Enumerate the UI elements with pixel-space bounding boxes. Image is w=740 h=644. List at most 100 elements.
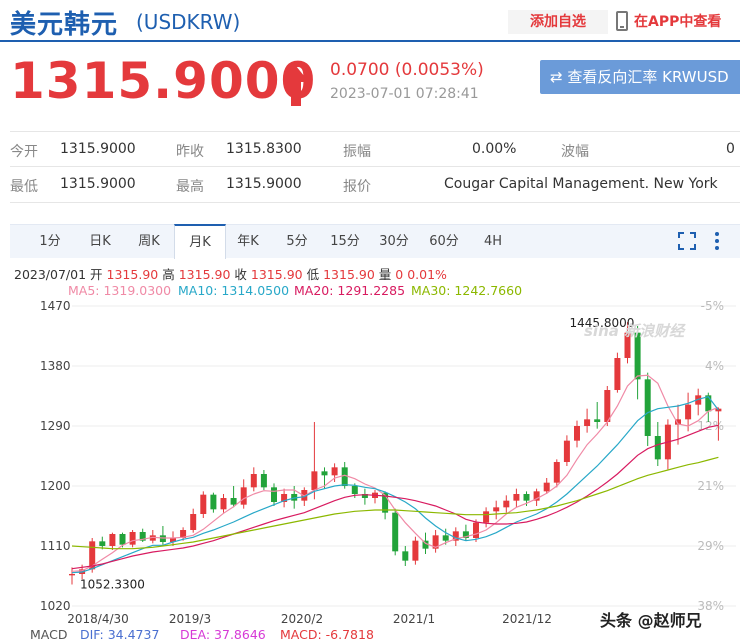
stat-label: 振幅 — [343, 144, 371, 160]
ohlc-open: 1315.90 — [106, 267, 159, 282]
candle-body — [109, 534, 116, 546]
candle-body — [594, 419, 601, 422]
x-tick-label: 2021/12 — [502, 612, 552, 626]
ma30-legend: MA30: 1242.7660 — [411, 283, 523, 298]
tab-15min[interactable]: 15分 — [330, 234, 360, 249]
pct-tick-label: 38% — [697, 599, 724, 613]
ohlc-date: 2023/07/01 — [14, 267, 87, 282]
y-tick-label: 1200 — [40, 479, 71, 493]
stats-row: 今开 1315.9000 昨收 1315.8300 振幅 0.00% 波幅 0 — [10, 132, 740, 167]
fullscreen-icon[interactable] — [678, 232, 696, 250]
ohlc-readout: 2023/07/01 开 1315.90 高 1315.90 收 1315.90… — [14, 264, 447, 283]
ohlc-pct: 0.01% — [407, 267, 447, 282]
candle-body — [321, 471, 328, 476]
ohlc-close-label: 收 — [234, 267, 247, 282]
candle-body — [705, 395, 712, 412]
stat-label: 报价 — [343, 179, 371, 195]
stat-value: Cougar Capital Management. New York — [444, 176, 718, 192]
candle-body — [675, 419, 681, 425]
stat-label: 最低 — [10, 179, 38, 195]
candle-body — [634, 332, 641, 380]
tab-yearly[interactable]: 年K — [237, 234, 259, 249]
quote-timestamp: 2023-07-01 07:28:41 — [330, 86, 479, 102]
candle-body — [119, 534, 126, 545]
quote-stats: 今开 1315.9000 昨收 1315.8300 振幅 0.00% 波幅 0 … — [10, 131, 740, 203]
candle-body — [230, 498, 237, 505]
ohlc-high-label: 高 — [162, 267, 175, 282]
reverse-rate-button[interactable]: ⇄ 查看反向汇率 KRWUSD — [540, 60, 740, 94]
candle-body — [695, 395, 702, 405]
stats-row: 最低 1315.9000 最高 1315.9000 报价 Cougar Capi… — [10, 167, 740, 202]
candle-body — [442, 535, 449, 541]
candle-body — [382, 492, 389, 513]
candle-body — [574, 426, 580, 441]
candle-body — [493, 507, 500, 512]
candle-body — [351, 486, 358, 494]
tab-4h[interactable]: 4H — [483, 234, 503, 249]
ohlc-open-label: 开 — [90, 267, 103, 282]
stat-label: 昨收 — [176, 144, 204, 160]
pct-tick-label: 29% — [697, 539, 724, 553]
tab-5min[interactable]: 5分 — [286, 234, 308, 249]
candle-body — [432, 535, 439, 549]
candle-body — [89, 541, 96, 570]
candle-body — [412, 540, 419, 561]
y-tick-label: 1380 — [40, 359, 71, 373]
tab-1min[interactable]: 1分 — [39, 234, 61, 249]
candle-body — [513, 494, 520, 501]
ohlc-volume: 0 — [395, 267, 404, 282]
ohlc-volume-label: 量 — [378, 267, 392, 282]
stat-value: 0 — [726, 141, 735, 157]
ma5-legend: MA5: 1319.0300 — [68, 283, 172, 298]
y-tick-label: 1110 — [40, 539, 71, 553]
x-tick-label: 2020/2 — [281, 612, 323, 626]
candle-body — [392, 512, 399, 552]
candle-body — [69, 574, 75, 576]
candle-body — [462, 531, 469, 538]
tab-daily[interactable]: 日K — [89, 234, 111, 249]
tab-60min[interactable]: 60分 — [429, 234, 459, 249]
ohlc-close: 1315.90 — [250, 267, 303, 282]
ma10-legend: MA10: 1314.0500 — [178, 283, 290, 298]
pct-tick-label: 21% — [697, 479, 724, 493]
candle-body — [685, 404, 692, 420]
ma30-line — [71, 456, 719, 550]
candle-body — [563, 440, 570, 462]
stat-value: 1315.8300 — [226, 141, 302, 157]
open-in-app-link[interactable]: 在APP中查看 — [616, 8, 721, 34]
candle-body — [523, 494, 530, 501]
candle-body — [624, 332, 631, 358]
more-icon[interactable] — [714, 230, 720, 252]
candle-body — [240, 487, 247, 505]
candle-body — [473, 522, 479, 538]
macd-dif: DIF: 34.4737 — [80, 627, 160, 642]
candle-body — [341, 467, 348, 486]
ohlc-low: 1315.90 — [323, 267, 375, 282]
candle-body — [291, 494, 298, 501]
tab-monthly[interactable]: 月K — [174, 224, 226, 259]
phone-icon — [616, 11, 628, 31]
tab-30min[interactable]: 30分 — [379, 234, 409, 249]
tab-weekly[interactable]: 周K — [138, 234, 160, 249]
candlestick-chart[interactable]: 1020 38% 1110 29% 1200 21% 1290 12% 1380 4% 1470 -5… — [0, 296, 740, 626]
min-annotation: 1052.3300 — [80, 577, 145, 591]
max-annotation: 1445.8000 — [570, 316, 635, 330]
candle-body — [402, 551, 409, 561]
candle-body — [170, 538, 176, 542]
stat-value: 0.00% — [472, 141, 517, 157]
candle-body — [180, 530, 187, 538]
macd-value: MACD: -6.7818 — [280, 627, 374, 642]
candle-body — [483, 511, 490, 523]
candle-body — [271, 487, 277, 502]
candle-body — [250, 474, 257, 488]
candle-body — [159, 535, 166, 542]
header-bar: 美元韩元 (USDKRW) 添加自选 在APP中查看 — [0, 0, 740, 42]
add-favorite-button[interactable]: 添加自选 — [508, 10, 608, 34]
price-change: 0.0700 (0.0053%) — [330, 60, 484, 80]
pair-code: (USDKRW) — [136, 10, 241, 34]
pct-tick-label: 4% — [705, 359, 724, 373]
candle-body — [614, 358, 621, 390]
x-tick-label: 2021/1 — [393, 612, 435, 626]
current-price: 1315.9000 — [10, 52, 317, 110]
pair-name: 美元韩元 — [10, 10, 119, 40]
